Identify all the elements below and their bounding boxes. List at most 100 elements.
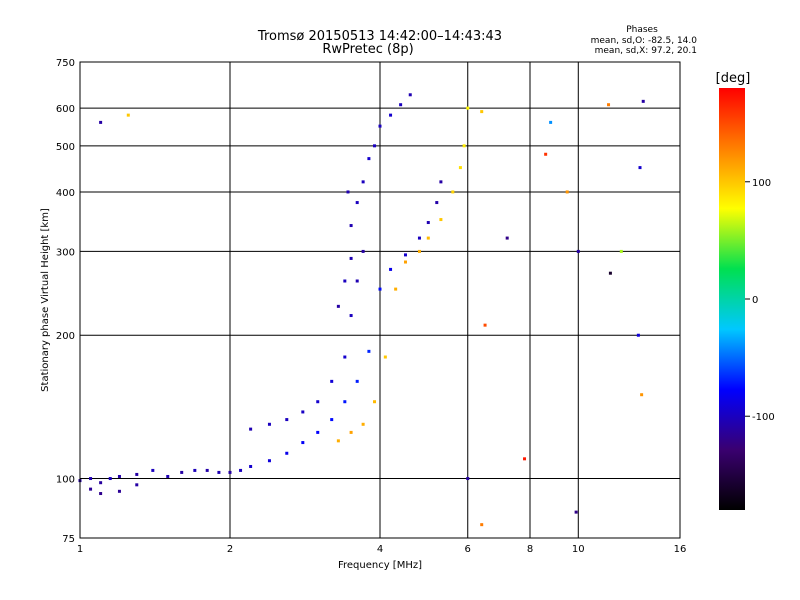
grid-lines [80, 62, 680, 538]
x-tick-label: 10 [572, 544, 585, 555]
data-point [330, 379, 334, 383]
colorbar-label: [deg] [716, 71, 751, 86]
data-point [426, 236, 430, 240]
data-point [480, 110, 484, 114]
data-point [439, 218, 443, 222]
data-point [349, 430, 353, 434]
data-point [267, 422, 271, 426]
data-point [608, 271, 612, 275]
y-tick-label: 500 [56, 142, 75, 153]
data-point [576, 249, 580, 253]
data-point [403, 260, 407, 264]
data-point [426, 221, 430, 225]
data-point [505, 236, 509, 240]
data-point [451, 190, 455, 194]
x-tick-label: 6 [465, 544, 471, 555]
data-point [361, 180, 365, 184]
data-point [394, 287, 398, 291]
data-point [523, 457, 527, 461]
x-tick-labels: 1 2 4 6 8 10 16 [77, 544, 687, 555]
y-tick-label: 75 [62, 534, 75, 545]
data-point [249, 464, 253, 468]
data-point [640, 393, 644, 397]
data-point [544, 152, 548, 156]
data-point [389, 113, 393, 117]
data-point [367, 157, 371, 161]
data-point [343, 279, 347, 283]
annotation-line-x: mean, sd,X: 97.2, 20.1 [595, 46, 697, 56]
x-tick-label: 8 [527, 544, 533, 555]
data-point [466, 477, 470, 481]
data-point [435, 201, 439, 205]
data-point [462, 144, 466, 148]
data-point [249, 427, 253, 431]
x-tick-label: 4 [377, 544, 383, 555]
colorbar [719, 88, 745, 510]
data-point [480, 523, 484, 527]
data-point [355, 201, 359, 205]
colorbar-tick-label: -100 [752, 412, 775, 423]
data-point [458, 166, 462, 170]
annotation-heading: Phases [626, 25, 658, 35]
data-point [439, 180, 443, 184]
data-point [483, 323, 487, 327]
data-point [343, 355, 347, 359]
y-tick-label: 300 [56, 247, 75, 258]
data-point [619, 249, 623, 253]
data-point [378, 124, 382, 128]
data-point [361, 249, 365, 253]
data-point [267, 459, 271, 463]
data-point [135, 483, 139, 487]
data-point [346, 190, 350, 194]
data-point [355, 379, 359, 383]
data-point [349, 224, 353, 228]
data-point [349, 314, 353, 318]
data-point [330, 418, 334, 422]
data-point [343, 400, 347, 404]
data-point [417, 236, 421, 240]
x-tick-label: 1 [77, 544, 83, 555]
data-point [217, 470, 221, 474]
data-points [78, 93, 645, 527]
data-point [166, 474, 170, 478]
data-point [336, 439, 340, 443]
data-point [408, 93, 412, 97]
data-point [99, 120, 103, 124]
data-point [336, 304, 340, 308]
data-point [89, 487, 93, 491]
data-point [117, 489, 121, 493]
y-tick-label: 100 [56, 475, 75, 486]
annotation-line-o: mean, sd,O: -82.5, 14.0 [591, 36, 698, 46]
y-tick-label: 750 [56, 58, 75, 69]
data-point [228, 470, 232, 474]
x-axis-label: Frequency [MHz] [338, 560, 422, 571]
y-tick-labels: 75 100 200 300 400 500 600 750 [56, 58, 75, 545]
data-point [367, 349, 371, 353]
data-point [403, 253, 407, 257]
data-point [355, 279, 359, 283]
data-point [126, 113, 130, 117]
data-point [99, 481, 103, 485]
data-point [389, 267, 393, 271]
data-point [383, 355, 387, 359]
data-point [641, 99, 645, 103]
y-tick-label: 200 [56, 331, 75, 342]
data-point [349, 256, 353, 260]
data-point [549, 120, 553, 124]
data-point [574, 510, 578, 514]
data-point [607, 103, 611, 107]
data-point [151, 468, 155, 472]
data-point [373, 144, 377, 148]
data-point [108, 477, 112, 481]
data-point [193, 468, 197, 472]
data-point [636, 333, 640, 337]
chart-title: Tromsø 20150513 14:42:00–14:43:43 [257, 29, 502, 44]
data-point [417, 249, 421, 253]
data-point [239, 468, 243, 472]
colorbar-tick-label: 100 [752, 178, 771, 189]
y-tick-label: 400 [56, 188, 75, 199]
data-point [316, 430, 320, 434]
data-point [285, 451, 289, 455]
data-point [378, 287, 382, 291]
data-point [99, 492, 103, 496]
